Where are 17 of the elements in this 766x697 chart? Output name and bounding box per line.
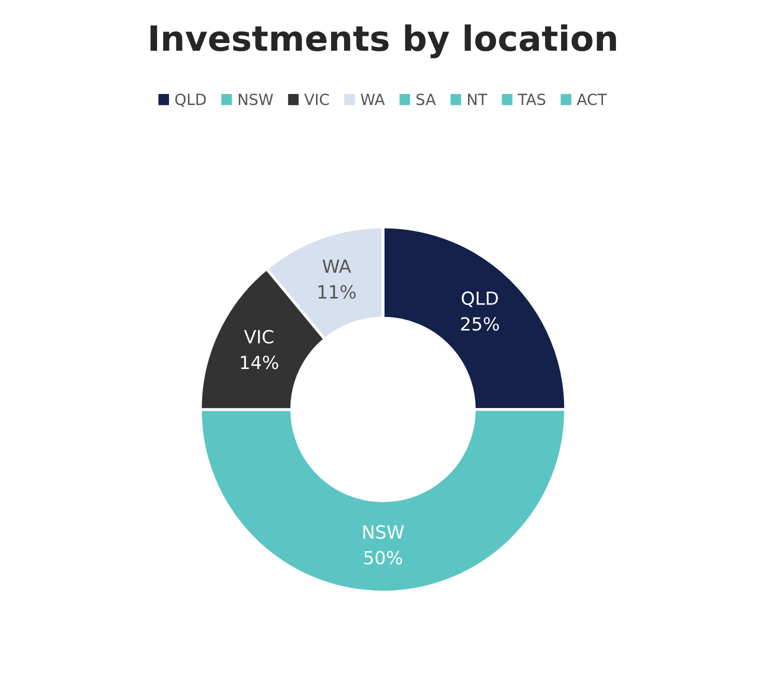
legend-label: TAS: [518, 94, 546, 106]
legend-label: VIC: [304, 94, 329, 106]
legend-label: NSW: [238, 94, 274, 106]
slice-label: QLD: [462, 291, 498, 308]
data-label: 50%: [364, 550, 402, 565]
chart-title: Investments by location: [150, 24, 616, 58]
legend-label: NT: [468, 94, 488, 105]
legend-label: QLD: [175, 94, 206, 107]
data-label: 25%: [461, 317, 499, 331]
slice-label: VIC: [244, 330, 274, 344]
legend-label: ACT: [576, 94, 607, 106]
slice-label: NSW: [363, 525, 404, 539]
data-label: 11%: [318, 285, 356, 299]
legend-label: WA: [360, 94, 385, 105]
legend-label: SA: [416, 94, 436, 106]
data-label: 14%: [240, 356, 278, 370]
slice-label: WA: [322, 260, 352, 273]
